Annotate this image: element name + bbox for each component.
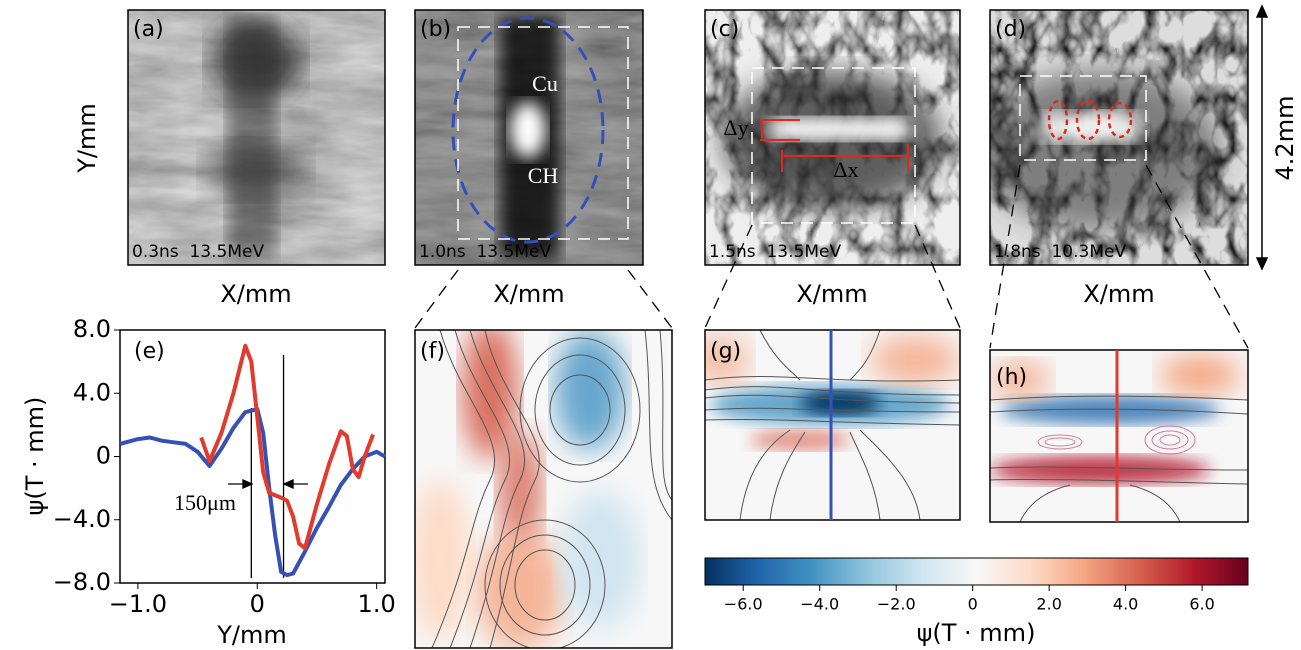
frame — [414, 329, 673, 649]
x-tick-label: −1.0 — [109, 590, 167, 618]
x-axis-label: X/mm — [1083, 280, 1154, 308]
displacement-label: Δy — [723, 115, 748, 140]
displacement-label: Δx — [833, 157, 858, 182]
x-tick-label: 1.0 — [358, 590, 396, 618]
frame — [989, 9, 1249, 266]
scale-arrow — [1255, 4, 1269, 271]
line-series — [199, 343, 375, 551]
colorbar-label: ψ(T · mm) — [917, 619, 1036, 647]
tick-label: −6.0 — [724, 595, 763, 614]
frame — [127, 9, 386, 266]
x-axis-label: Y/mm — [216, 621, 287, 649]
panel-label: (e) — [134, 339, 165, 364]
material-label: Cu — [532, 71, 558, 96]
radiograph-c — [705, 10, 960, 265]
field-map-f — [415, 330, 672, 648]
material-label: CH — [528, 163, 559, 188]
y-tick-label: −8.0 — [53, 568, 111, 596]
tick-label: 0 — [968, 595, 978, 614]
radiograph-d — [990, 10, 1248, 265]
width-arrows — [228, 478, 308, 490]
radiograph-b — [415, 10, 643, 265]
tick-label: −2.0 — [877, 595, 916, 614]
radiograph-a — [128, 10, 385, 265]
tick-label: 6.0 — [1189, 595, 1214, 614]
panel-label: (c) — [710, 17, 739, 42]
y-axis-label: Y/mm — [73, 103, 101, 174]
panel-label: (h) — [996, 365, 1027, 390]
zoom-lines — [414, 164, 1249, 349]
caption: 0.3ns 13.5MeV — [132, 242, 264, 262]
caption: 1.8ns 10.3MeV — [994, 242, 1126, 262]
colorbar — [704, 557, 1249, 586]
field-map-h — [990, 350, 1248, 522]
y-tick-label: 0 — [96, 442, 111, 470]
x-tick-label: 0 — [250, 590, 265, 618]
panel-label: (a) — [133, 17, 164, 42]
caption: 1.0ns 13.5MeV — [419, 242, 551, 262]
tick-label: 2.0 — [1036, 595, 1061, 614]
x-axis-label: X/mm — [220, 280, 291, 308]
y-tick-label: 4.0 — [73, 378, 111, 406]
x-axis-label: X/mm — [796, 280, 867, 308]
frame — [414, 9, 644, 266]
panel-label: (b) — [420, 17, 451, 42]
panel-label: (g) — [710, 339, 741, 364]
frame — [704, 9, 961, 266]
caption: 1.5ns 13.5MeV — [709, 242, 841, 262]
annotation: 150μm — [174, 490, 236, 515]
y-tick-label: −4.0 — [53, 505, 111, 533]
line-series — [119, 407, 386, 578]
tick-label: 4.0 — [1113, 595, 1138, 614]
scale-label: 4.2mm — [1271, 96, 1299, 181]
y-tick-label: 8.0 — [73, 315, 111, 343]
y-axis-label: ψ(T · mm) — [21, 397, 49, 516]
x-axis-label: X/mm — [493, 280, 564, 308]
panel-label: (d) — [995, 17, 1026, 42]
panel-label: (f) — [420, 339, 445, 364]
frame — [989, 349, 1249, 523]
tick-label: −4.0 — [800, 595, 839, 614]
